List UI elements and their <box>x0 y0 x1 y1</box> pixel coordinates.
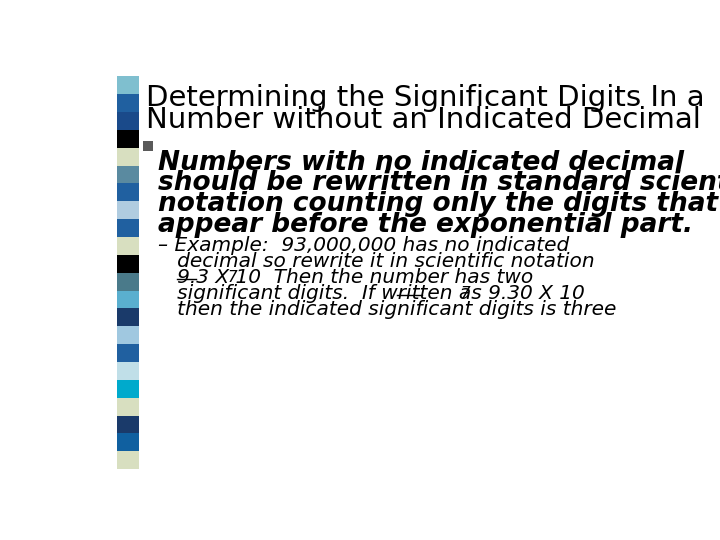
Bar <box>108 76 109 469</box>
Text: 9.3 X 10  Then the number has two: 9.3 X 10 Then the number has two <box>158 268 534 287</box>
Bar <box>117 255 139 273</box>
Text: decimal so rewrite it in scientific notation: decimal so rewrite it in scientific nota… <box>158 252 595 271</box>
Text: Determining the Significant Digits In a: Determining the Significant Digits In a <box>145 84 704 112</box>
Bar <box>117 76 139 94</box>
Text: – Example:  93,000,000 has no indicated: – Example: 93,000,000 has no indicated <box>158 236 570 255</box>
Bar <box>103 76 104 469</box>
Bar <box>99 76 100 469</box>
Bar <box>104 76 106 469</box>
Bar <box>116 76 117 469</box>
Bar <box>112 76 113 469</box>
Text: significant digits.  If written as 9.30 X 10: significant digits. If written as 9.30 X… <box>158 284 585 303</box>
Bar <box>117 415 139 434</box>
Bar <box>111 76 112 469</box>
Bar <box>117 344 139 362</box>
Bar <box>117 397 139 415</box>
Bar <box>117 201 139 219</box>
Bar <box>143 141 153 151</box>
Bar <box>117 291 139 308</box>
Text: notation counting only the digits that: notation counting only the digits that <box>158 191 719 217</box>
Bar <box>117 219 139 237</box>
Bar <box>117 326 139 344</box>
Bar <box>117 380 139 397</box>
Bar <box>106 76 107 469</box>
Bar <box>98 76 99 469</box>
Text: 7: 7 <box>460 286 470 301</box>
Bar <box>109 76 110 469</box>
Bar <box>113 76 114 469</box>
Bar <box>110 76 111 469</box>
Bar <box>100 76 101 469</box>
Bar <box>101 76 102 469</box>
Text: appear before the exponential part.: appear before the exponential part. <box>158 212 693 238</box>
Text: Numbers with no indicated decimal: Numbers with no indicated decimal <box>158 150 684 176</box>
Bar <box>97 76 98 469</box>
Bar <box>117 451 139 469</box>
Text: Number without an Indicated Decimal: Number without an Indicated Decimal <box>145 106 701 133</box>
Bar <box>117 362 139 380</box>
Text: should be rewritten in standard scientific: should be rewritten in standard scientif… <box>158 170 720 197</box>
Bar <box>117 130 139 148</box>
Bar <box>107 76 108 469</box>
Bar <box>117 184 139 201</box>
Bar <box>94 76 96 469</box>
Bar <box>117 308 139 326</box>
Bar <box>114 76 116 469</box>
Bar <box>117 148 139 166</box>
Bar <box>117 273 139 291</box>
Bar <box>96 76 97 469</box>
Bar <box>117 434 139 451</box>
Bar <box>117 94 139 112</box>
Bar <box>117 237 139 255</box>
Bar <box>102 76 103 469</box>
Bar <box>117 166 139 184</box>
Text: 7: 7 <box>228 269 238 285</box>
Text: then the indicated significant digits is three: then the indicated significant digits is… <box>158 300 616 320</box>
Bar <box>117 112 139 130</box>
